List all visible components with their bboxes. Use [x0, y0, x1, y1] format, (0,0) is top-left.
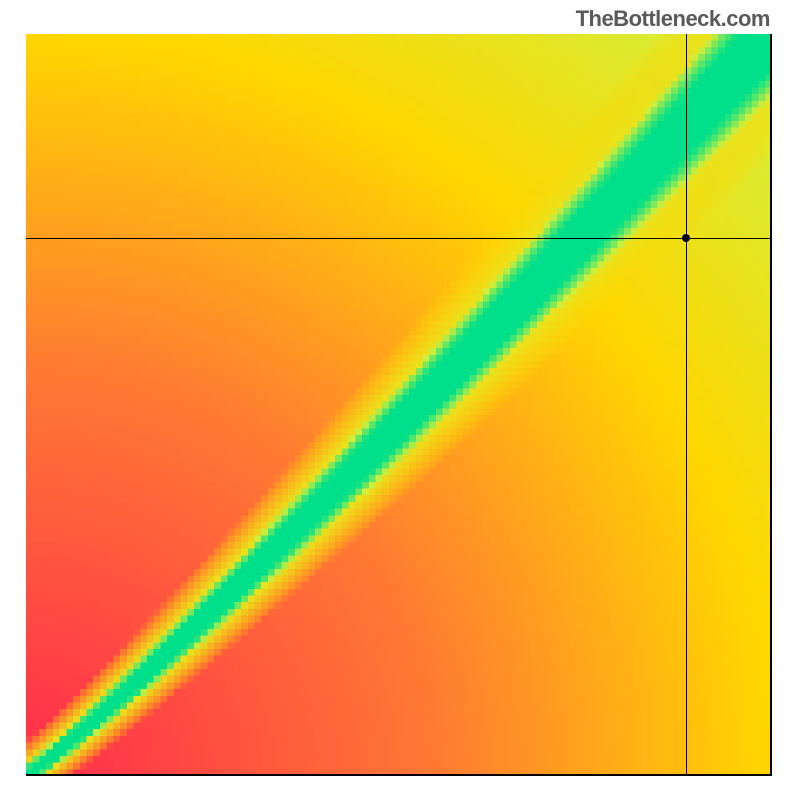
- chart-container: TheBottleneck.com: [0, 0, 800, 800]
- crosshair-horizontal: [26, 238, 772, 239]
- heatmap-canvas: [26, 34, 772, 776]
- right-axis-line: [770, 34, 772, 776]
- crosshair-marker: [682, 234, 690, 242]
- crosshair-vertical: [686, 34, 687, 776]
- watermark-text: TheBottleneck.com: [576, 6, 770, 32]
- heatmap-plot: [26, 34, 772, 776]
- bottom-axis-line: [26, 774, 772, 776]
